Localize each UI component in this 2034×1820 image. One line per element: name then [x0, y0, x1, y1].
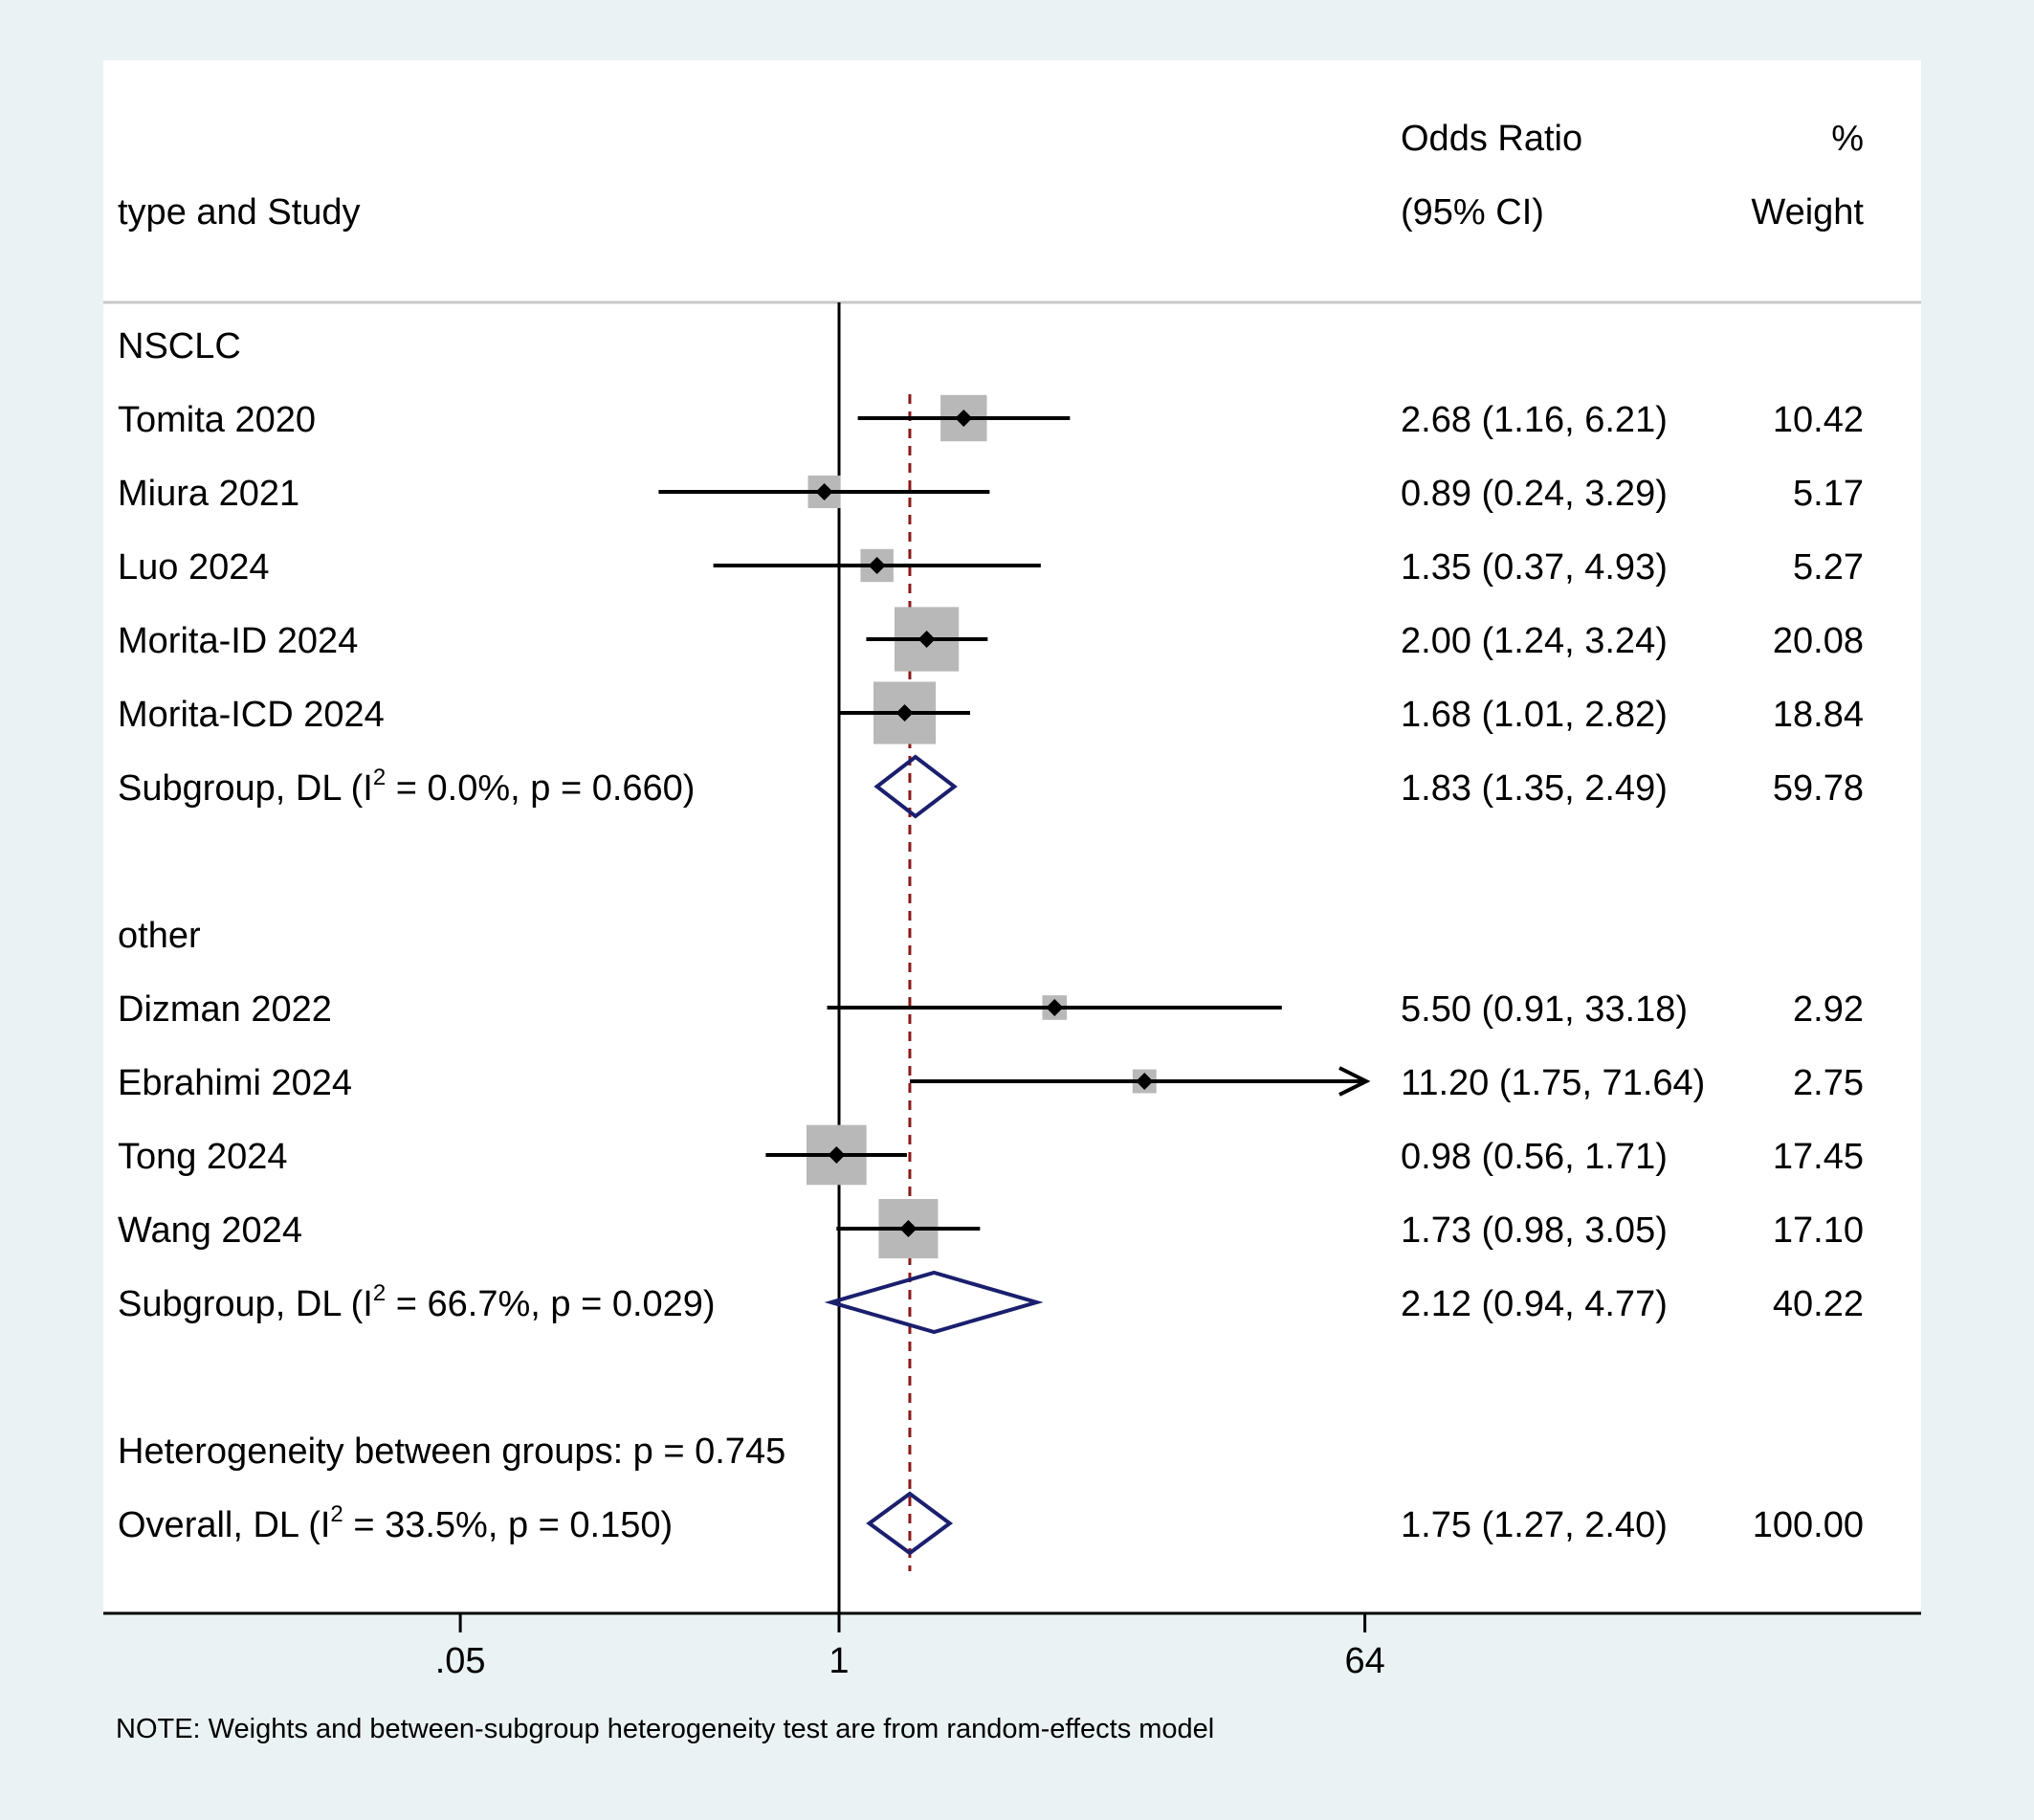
x-tick-label: 1: [829, 1641, 849, 1681]
plot-panel: [103, 60, 1921, 1613]
weight-value: 59.78: [1773, 768, 1864, 809]
weight-value: 40.22: [1773, 1284, 1864, 1324]
point-estimate: [868, 557, 886, 574]
ci-value: 0.89 (0.24, 3.29): [1401, 474, 1668, 514]
ci-value: 2.12 (0.94, 4.77): [1401, 1284, 1668, 1324]
footnote: NOTE: Weights and between-subgroup heter…: [116, 1714, 1214, 1744]
weight-value: 17.10: [1773, 1210, 1864, 1251]
point-estimate: [1136, 1073, 1154, 1090]
weight-value: 18.84: [1773, 695, 1864, 735]
study-label: Morita-ID 2024: [118, 621, 358, 661]
x-tick-label: .05: [435, 1641, 486, 1681]
subgroup-diamond: [873, 754, 958, 819]
study-label: Tong 2024: [118, 1137, 288, 1177]
subgroup-diamond: [824, 1270, 1044, 1335]
header-or-line1: Odds Ratio: [1401, 119, 1582, 159]
point-estimate: [899, 1220, 918, 1237]
ci-value: 1.83 (1.35, 2.49): [1401, 768, 1668, 809]
header-study: type and Study: [118, 192, 361, 233]
heterogeneity-text: Heterogeneity between groups: p = 0.745: [118, 1432, 785, 1472]
header-weight-line2: Weight: [1751, 192, 1864, 233]
study-label: Tomita 2020: [118, 400, 316, 440]
ci-value: 1.73 (0.98, 3.05): [1401, 1210, 1668, 1251]
point-estimate: [955, 410, 973, 427]
weight-value: 2.92: [1793, 989, 1864, 1030]
point-estimate: [1046, 999, 1064, 1016]
weight-value: 20.08: [1773, 621, 1864, 661]
subgroup-label: Subgroup, DL (I2 = 0.0%, p = 0.660): [118, 765, 695, 809]
point-estimate: [828, 1146, 846, 1164]
ci-value: 11.20 (1.75, 71.64): [1401, 1063, 1705, 1103]
study-label: Ebrahimi 2024: [118, 1063, 352, 1103]
ci-value: 0.98 (0.56, 1.71): [1401, 1137, 1668, 1177]
weight-value: 5.17: [1793, 474, 1864, 514]
study-label: Luo 2024: [118, 547, 270, 588]
study-label: Dizman 2022: [118, 989, 332, 1030]
ci-value: 1.68 (1.01, 2.82): [1401, 695, 1668, 735]
study-label: Morita-ICD 2024: [118, 695, 385, 735]
ci-arrow: [1338, 1066, 1371, 1097]
point-estimate: [918, 631, 936, 648]
subgroup-label: Subgroup, DL (I2 = 66.7%, p = 0.029): [118, 1280, 716, 1324]
weight-value: 5.27: [1793, 547, 1864, 588]
ci-value: 2.68 (1.16, 6.21): [1401, 400, 1668, 440]
ci-value: 5.50 (0.91, 33.18): [1401, 989, 1688, 1030]
study-label: Wang 2024: [118, 1210, 302, 1251]
point-estimate: [815, 483, 833, 500]
ci-value: 2.00 (1.24, 3.24): [1401, 621, 1668, 661]
header-or-line2: (95% CI): [1401, 192, 1544, 233]
x-tick-label: 64: [1344, 1641, 1384, 1681]
overall-diamond: [866, 1491, 954, 1556]
point-estimate: [895, 704, 914, 721]
group-label: NSCLC: [118, 326, 241, 366]
group-label: other: [118, 916, 201, 956]
study-label: Miura 2021: [118, 474, 299, 514]
weight-value: 2.75: [1793, 1063, 1864, 1103]
ci-value: 1.75 (1.27, 2.40): [1401, 1505, 1668, 1545]
weight-value: 100.00: [1753, 1505, 1864, 1545]
weight-value: 17.45: [1773, 1137, 1864, 1177]
overall-label: Overall, DL (I2 = 33.5%, p = 0.150): [118, 1501, 673, 1545]
header-weight-line1: %: [1831, 119, 1864, 159]
ci-value: 1.35 (0.37, 4.93): [1401, 547, 1668, 588]
weight-value: 10.42: [1773, 400, 1864, 440]
